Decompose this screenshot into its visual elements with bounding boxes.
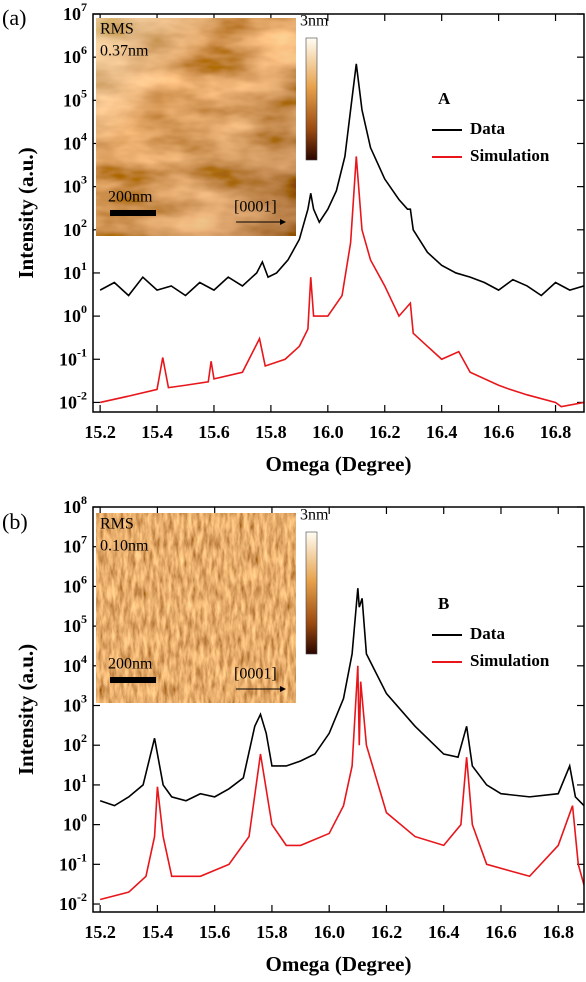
rms-label: RMS [100,21,134,38]
y-tick-label: 10-2 [59,388,87,412]
y-tick-label: 108 [63,493,87,517]
y-tick-label: 10-1 [59,850,87,874]
y-tick-label: 103 [63,691,87,715]
y-tick-label: 103 [63,172,87,196]
colorbar-label: 3nm [300,507,329,524]
x-axis-label: Omega (Degree) [266,952,412,976]
x-tick-label: 16.6 [483,422,515,442]
x-tick-label: 16.0 [313,922,345,942]
legend-label: Simulation [470,651,550,670]
x-tick-label: 16.2 [371,922,403,942]
legend-label: Simulation [470,146,550,165]
y-axis-label: Intensity (a.u.) [14,644,38,775]
scale-bar [110,677,156,683]
x-tick-label: 15.8 [255,422,287,442]
y-tick-label: 100 [63,810,87,834]
scale-bar-label: 200nm [108,656,153,673]
x-tick-label: 16.4 [426,422,458,442]
x-tick-label: 15.6 [199,922,231,942]
x-tick-label: 15.6 [198,422,230,442]
rms-value: 0.10nm [100,538,149,555]
x-tick-label: 16.4 [428,922,460,942]
legend-title: B [438,594,449,613]
x-tick-label: 16.0 [312,422,344,442]
x-tick-label: 15.2 [84,422,116,442]
x-tick-label: 15.4 [141,422,173,442]
x-tick-label: 16.6 [485,922,517,942]
y-tick-label: 107 [63,0,87,24]
y-tick-label: 107 [63,532,87,556]
x-tick-label: 16.2 [369,422,401,442]
colorbar [306,38,317,160]
y-tick-label: 105 [63,612,87,636]
y-tick-label: 10-2 [59,890,87,914]
scale-bar-label: 200nm [108,189,153,206]
rms-value: 0.37nm [100,43,149,60]
y-tick-label: 104 [63,129,87,153]
y-tick-label: 106 [63,572,87,596]
y-tick-label: 105 [63,86,87,110]
panel-label: (a) [2,5,26,30]
y-tick-label: 102 [63,731,87,755]
y-axis-label: Intensity (a.u.) [14,147,38,278]
y-tick-label: 101 [63,771,87,795]
direction-label: [0001] [234,666,277,683]
scale-bar [110,210,156,216]
rms-label: RMS [100,516,134,533]
x-axis-label: Omega (Degree) [266,452,412,476]
figure: (a) 15.2 15.4 15.6 15.8 16.0 16.2 16.4 16.6 16.8 1… [0,0,586,982]
legend-label: Data [470,624,505,643]
legend-label: Data [470,119,505,138]
y-tick-label: 104 [63,652,87,676]
x-tick-label: 15.4 [142,922,174,942]
y-tick-label: 101 [63,259,87,283]
x-tick-label: 15.2 [84,922,116,942]
legend-title: A [438,89,451,108]
panel-label: (b) [2,509,28,534]
y-tick-label: 100 [63,302,87,326]
direction-label: [0001] [234,199,277,216]
x-tick-label: 16.8 [542,922,574,942]
y-tick-label: 106 [63,43,87,67]
colorbar [306,532,317,654]
y-tick-label: 10-1 [59,345,87,369]
x-tick-label: 15.8 [256,922,288,942]
y-tick-label: 102 [63,216,87,240]
x-tick-label: 16.8 [540,422,572,442]
colorbar-label: 3nm [300,13,329,30]
